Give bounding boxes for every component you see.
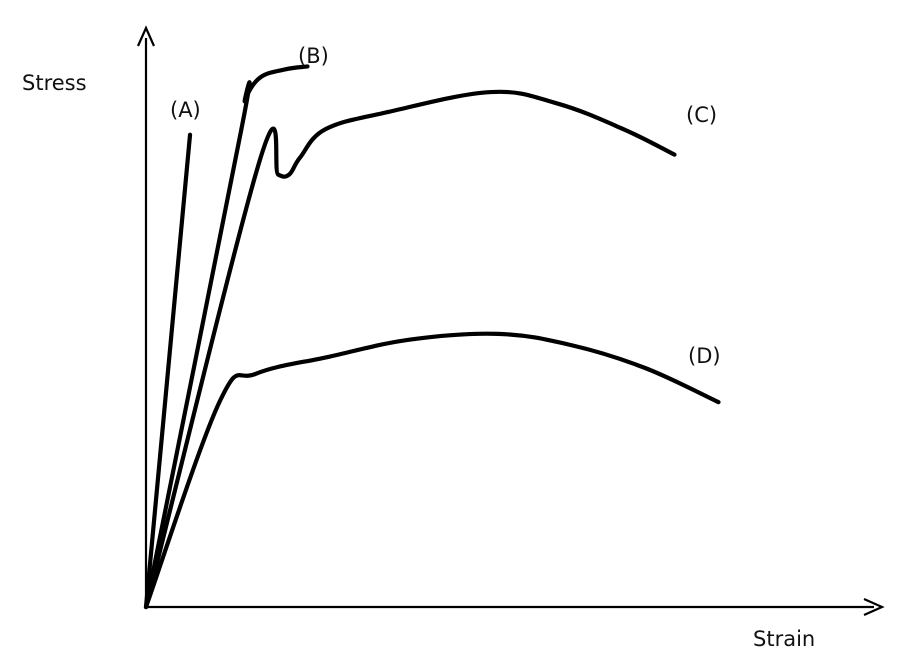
series-layer [143, 64, 721, 610]
axes: Stress Strain [22, 25, 885, 651]
y-axis-arrowhead [136, 25, 156, 47]
curve-d [143, 331, 721, 610]
series-labels: (A) (B) (C) (D) [170, 44, 721, 368]
curve-a [143, 132, 193, 610]
series-label-b: (B) [298, 44, 329, 68]
curve-c [143, 89, 677, 610]
series-label-c: (C) [686, 103, 717, 127]
x-axis-arrowhead [863, 597, 885, 617]
series-label-a: (A) [170, 98, 201, 122]
curve-b [143, 64, 310, 610]
x-axis-label: Strain [753, 627, 815, 651]
series-label-d: (D) [688, 344, 721, 368]
y-axis-label: Stress [22, 71, 87, 95]
